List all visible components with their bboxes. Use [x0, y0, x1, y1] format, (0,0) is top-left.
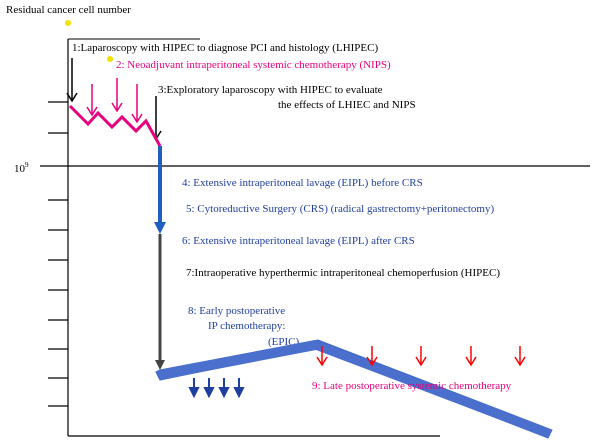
- step-3-label-line1: 3:Exploratory laparoscopy with HIPEC to …: [158, 84, 383, 96]
- step-5-label: 5: Cytoreductive Surgery (CRS) (radical …: [186, 203, 494, 215]
- y-axis-ticks: [48, 101, 68, 407]
- tumor-burden-trend-band-fill: [158, 340, 552, 438]
- y-tick-label: 109: [14, 161, 29, 175]
- step-8-label-line1: 8: Early postoperative: [188, 305, 285, 317]
- step-6-label: 6: Extensive intraperitoneal lavage (EIP…: [182, 235, 415, 247]
- step-2-label: 2: Neoadjuvant intraperitoneal systemic …: [116, 59, 391, 71]
- hipec-descent-arrowhead: [155, 360, 165, 370]
- step-4-label: 4: Extensive intraperitoneal lavage (EIP…: [182, 177, 423, 189]
- y-axis-label: Residual cancer cell number: [6, 4, 131, 16]
- step-8-label-line2: IP chemotherapy:: [208, 320, 285, 332]
- step-3-label-line2: the effects of LHIEC and NIPS: [278, 99, 416, 111]
- crs-descent-arrowhead: [154, 222, 166, 234]
- tumor-burden-zigzag: [68, 104, 162, 147]
- epic-arrows: [188, 378, 245, 399]
- nips-arrows: [86, 78, 143, 124]
- step-1-label: 1:Laparoscopy with HIPEC to diagnose PCI…: [72, 42, 378, 54]
- late-chemo-arrows: [316, 346, 526, 367]
- step-1-arrowhead: [66, 92, 78, 103]
- highlight-dot-2: [107, 56, 113, 62]
- highlight-dot-1: [65, 20, 71, 26]
- step-7-label: 7:Intraoperative hyperthermic intraperit…: [186, 267, 500, 279]
- step-9-label: 9: Late postoperative systemic chemother…: [312, 380, 512, 392]
